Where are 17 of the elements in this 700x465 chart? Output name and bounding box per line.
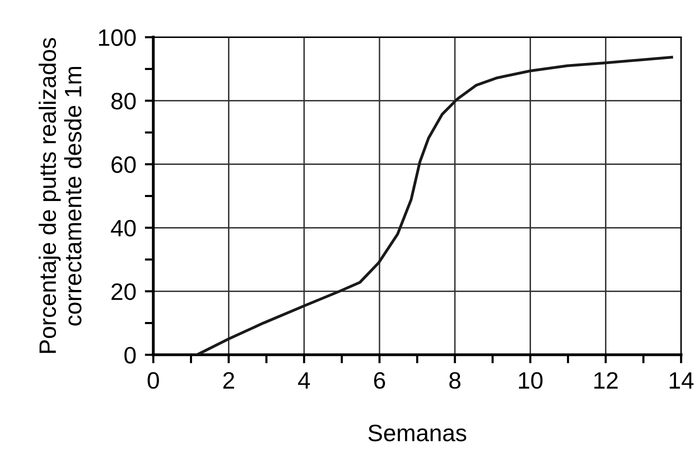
y-axis-title: Porcentaje de putts realizados correctamente desde 1m — [38, 38, 82, 353]
x-tick-label: 10 — [518, 372, 543, 389]
y-tick-label: 40 — [110, 220, 136, 237]
x-tick-label: 14 — [670, 372, 694, 389]
line-series — [196, 56, 674, 355]
x-tick-label: 12 — [594, 372, 618, 389]
y-tick-label: 20 — [112, 283, 136, 300]
y-tick-label: 0 — [124, 346, 136, 364]
x-tick-label: 0 — [148, 372, 159, 389]
x-tick-label: 2 — [223, 372, 234, 389]
y-tick-label: 100 — [99, 29, 136, 46]
x-tick-label: 8 — [449, 372, 460, 389]
x-tick-label: 4 — [298, 372, 310, 389]
x-tick-label: 6 — [374, 372, 386, 389]
y-tick-label: 80 — [111, 92, 136, 110]
y-tick-label: 60 — [112, 156, 136, 174]
x-axis-title: Semanas — [368, 424, 466, 442]
